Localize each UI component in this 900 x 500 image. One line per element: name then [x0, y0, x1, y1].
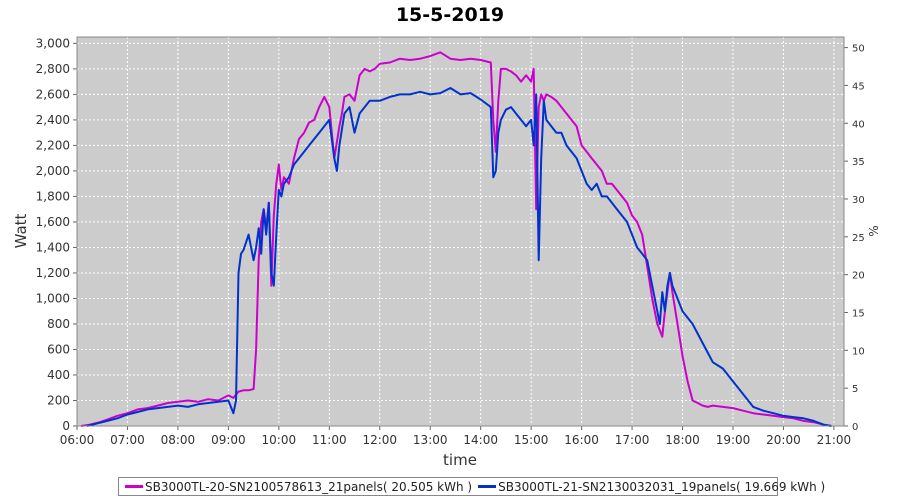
legend-swatch-series-1 — [125, 485, 143, 488]
x-tick-label: 18:00 — [665, 433, 700, 447]
y-tick-label: 3,000 — [36, 36, 70, 50]
y-tick-label: 1,400 — [36, 240, 70, 254]
legend-label-series-2: SB3000TL-21-SN2130032031_19panels( 19.66… — [498, 479, 826, 494]
legend-label-series-1: SB3000TL-20-SN2100578613_21panels( 20.50… — [145, 479, 473, 494]
y-tick-label: 2,800 — [36, 62, 70, 76]
x-tick-label: 08:00 — [161, 433, 196, 447]
x-tick-label: 10:00 — [262, 433, 297, 447]
x-tick-label: 20:00 — [766, 433, 801, 447]
x-axis-ticks: 06:00 07:00 08:00 09:00 10:00 11:00 12:00 13:00… — [60, 426, 852, 447]
legend: SB3000TL-20-SN2100578613_21panels( 20.50… — [118, 477, 825, 496]
y-tick-label: 200 — [47, 393, 70, 407]
x-tick-label: 09:00 — [211, 433, 246, 447]
x-tick-label: 14:00 — [463, 433, 498, 447]
x-tick-label: 07:00 — [110, 433, 145, 447]
legend-item-series-2[interactable]: SB3000TL-21-SN2130032031_19panels( 19.66… — [478, 480, 825, 494]
x-tick-label: 16:00 — [564, 433, 599, 447]
y-axis-label: Watt — [12, 213, 30, 248]
y2-axis-ticks: 0 5 10 15 20 25 30 35 40 45 50 — [844, 44, 865, 433]
y-tick-label: 0 — [62, 419, 70, 433]
y-tick-label: 800 — [47, 317, 70, 331]
series-line-2 — [86, 87, 832, 427]
x-tick-label: 13:00 — [413, 433, 448, 447]
y-tick-label: 1,600 — [36, 215, 70, 229]
y2-tick-label: 30 — [852, 195, 865, 206]
x-tick-label: 11:00 — [312, 433, 347, 447]
plot-frame — [76, 36, 845, 427]
x-tick-label: 15:00 — [514, 433, 549, 447]
grid-lines — [76, 37, 844, 427]
y-tick-label: 1,000 — [36, 291, 70, 305]
y-tick-label: 2,000 — [36, 164, 70, 178]
legend-item-series-1[interactable]: SB3000TL-20-SN2100578613_21panels( 20.50… — [125, 480, 472, 494]
x-tick-label: 21:00 — [817, 433, 852, 447]
x-tick-label: 12:00 — [362, 433, 397, 447]
y-tick-label: 600 — [47, 342, 70, 356]
y2-axis-label: % — [867, 225, 881, 236]
y-axis-ticks: 0 200 400 600 800 1,000 1,200 1,400 1,600 1,800 2,… — [36, 36, 77, 433]
y2-tick-label: 35 — [852, 157, 865, 168]
legend-swatch-series-2 — [478, 485, 497, 488]
y2-tick-label: 40 — [852, 119, 865, 130]
y-tick-label: 2,200 — [36, 138, 70, 152]
y2-tick-label: 20 — [852, 271, 865, 282]
y-tick-label: 2,600 — [36, 87, 70, 101]
y2-tick-label: 5 — [852, 384, 858, 395]
y-tick-label: 1,800 — [36, 189, 70, 203]
y2-tick-label: 25 — [852, 233, 865, 244]
plot-area — [77, 37, 844, 426]
series-lines — [80, 51, 832, 427]
x-tick-label: 17:00 — [615, 433, 650, 447]
x-tick-label: 06:00 — [60, 433, 95, 447]
y2-tick-label: 10 — [852, 346, 865, 357]
x-tick-label: 19:00 — [716, 433, 751, 447]
y-tick-label: 2,400 — [36, 113, 70, 127]
y2-tick-label: 45 — [852, 81, 865, 92]
y2-tick-label: 0 — [852, 422, 858, 433]
y-tick-label: 400 — [47, 368, 70, 382]
y-tick-label: 1,200 — [36, 266, 70, 280]
x-axis-label: time — [443, 451, 477, 469]
y2-tick-label: 15 — [852, 308, 865, 319]
chart-title: 15-5-2019 — [396, 4, 504, 26]
y2-tick-label: 50 — [852, 44, 865, 55]
